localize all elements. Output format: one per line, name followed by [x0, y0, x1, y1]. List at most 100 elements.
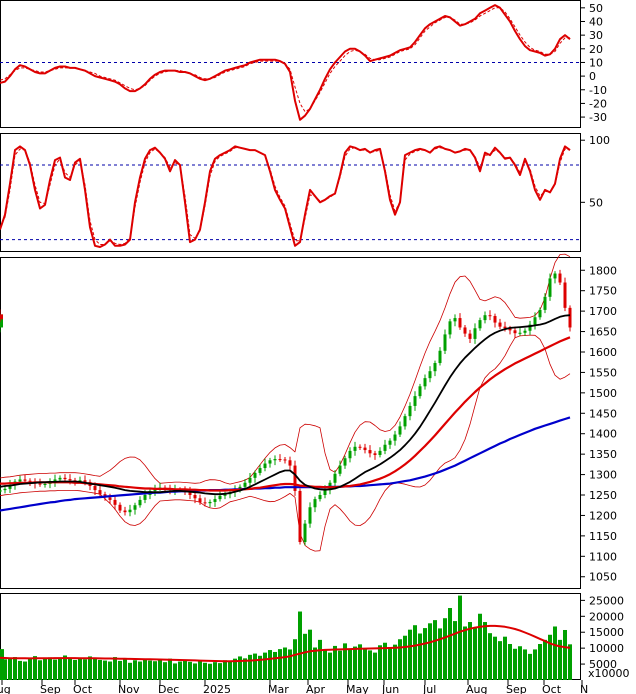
price-ma-short-line — [0, 314, 571, 496]
volume-bar — [123, 658, 127, 680]
volume-bar — [473, 627, 477, 680]
month-tick-label: 2025 — [203, 683, 231, 694]
volume-bar — [488, 633, 492, 680]
candle-body — [113, 499, 117, 505]
candle-body — [443, 334, 447, 351]
candle-body — [0, 314, 3, 320]
volume-bar — [553, 626, 557, 680]
volume-bar — [303, 633, 307, 680]
volume-bar — [343, 643, 347, 680]
candle-body — [503, 326, 507, 329]
volume-bar — [358, 644, 362, 680]
macd-axis-tick-label: -10 — [589, 84, 607, 97]
volume-bar — [533, 649, 537, 680]
candle-body — [248, 477, 252, 483]
price-axis-tick-label: 1700 — [589, 305, 617, 318]
volume-bar — [478, 613, 482, 680]
month-tick-label: Jun — [381, 683, 399, 694]
month-tick-label: Dec — [158, 683, 179, 694]
volume-bar — [373, 652, 377, 680]
macd-signal-line — [0, 7, 570, 113]
volume-bar — [108, 661, 112, 680]
volume-bar — [58, 658, 62, 680]
candle-body — [203, 502, 207, 504]
price-lower-band — [0, 334, 571, 552]
volume-bar — [188, 661, 192, 680]
month-tick-label: Sep — [40, 683, 61, 694]
volume-bar — [133, 660, 137, 680]
macd-axis-tick-label: 50 — [589, 2, 603, 15]
candle-body — [483, 315, 487, 321]
candle-body — [123, 510, 127, 513]
candle-body — [93, 486, 97, 491]
price-axis-tick-label: 1200 — [589, 509, 617, 522]
volume-bar — [33, 656, 37, 680]
volume-bar — [523, 649, 527, 680]
volume-bar — [518, 646, 522, 680]
candle-body — [333, 473, 337, 483]
candle-body — [433, 363, 437, 372]
volume-bar — [318, 639, 322, 680]
volume-bar — [363, 649, 367, 680]
volume-bar — [158, 659, 162, 680]
volume-bar — [248, 654, 252, 680]
candle-body — [283, 459, 287, 461]
macd-axis-tick-label: 10 — [589, 56, 603, 69]
candle-body — [58, 477, 62, 480]
volume-bar — [418, 633, 422, 680]
volume-bar — [238, 656, 242, 680]
volume-bar — [463, 626, 467, 680]
volume-bar — [558, 639, 562, 680]
macd-panel-frame — [0, 0, 581, 128]
month-tick-label: Aug — [0, 683, 11, 694]
candle-body — [208, 501, 212, 504]
candle-body — [198, 498, 202, 503]
volume-bar — [8, 658, 12, 680]
price-ma-long-line — [0, 416, 571, 512]
volume-bar — [0, 650, 4, 680]
volume-bar — [218, 663, 222, 680]
volume-bar — [448, 608, 452, 680]
volume-bar — [43, 658, 47, 680]
volume-bar — [83, 659, 87, 680]
candle-body — [348, 450, 352, 459]
candle-body — [78, 480, 82, 482]
candle-body — [273, 459, 277, 461]
candle-body — [0, 314, 3, 328]
month-tick-label: Mar — [268, 683, 289, 694]
volume-bar — [458, 595, 462, 680]
candle-body — [288, 460, 292, 466]
candle-body — [38, 483, 42, 485]
month-tick-label: Jul — [422, 683, 436, 694]
volume-bar — [508, 644, 512, 680]
volume-bar — [198, 660, 202, 680]
volume-bar — [433, 620, 437, 680]
volume-bar — [48, 657, 52, 680]
volume-bar — [28, 658, 32, 680]
price-axis-tick-label: 1300 — [589, 469, 617, 482]
candle-body — [468, 333, 472, 339]
stochastic-axis-tick-label: 100 — [589, 134, 610, 147]
candle-body — [193, 495, 197, 499]
candle-body — [223, 494, 227, 496]
volume-bar — [23, 661, 27, 680]
volume-bar — [368, 650, 372, 680]
candle-body — [263, 463, 267, 469]
volume-unit-label: x10000 — [588, 667, 630, 680]
volume-bar — [298, 611, 302, 680]
macd-axis-tick-label: 40 — [589, 15, 603, 28]
volume-bar — [513, 648, 517, 680]
volume-bar — [563, 629, 567, 680]
candle-body — [568, 307, 572, 328]
volume-bar — [153, 661, 157, 680]
month-tick-label: Apr — [306, 683, 326, 694]
volume-bar — [103, 660, 107, 680]
candle-body — [423, 378, 427, 387]
candle-body — [428, 371, 432, 379]
price-axis-tick-label: 1650 — [589, 326, 617, 339]
volume-bar — [93, 658, 97, 680]
candle-body — [408, 405, 412, 417]
